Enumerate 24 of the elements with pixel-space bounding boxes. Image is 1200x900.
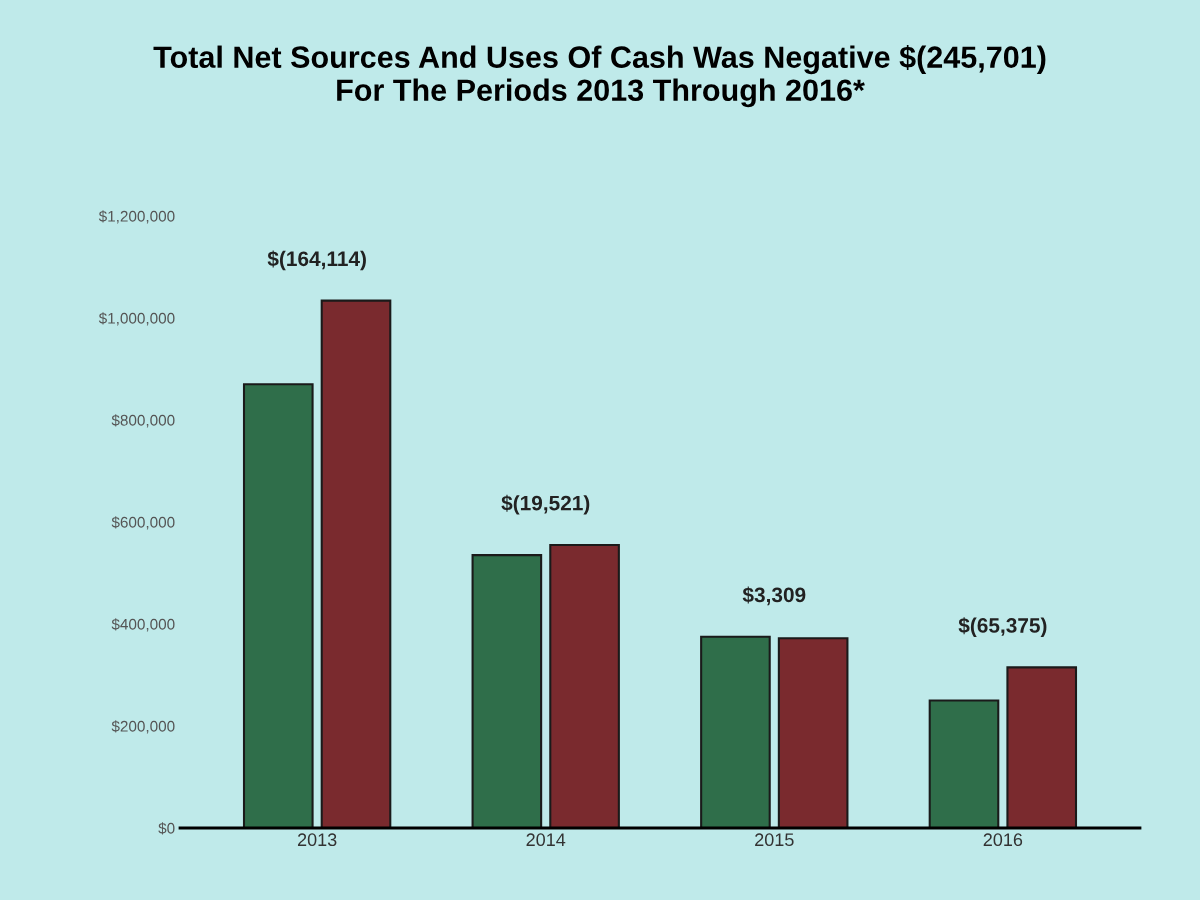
- bar: [1006, 666, 1078, 828]
- annotation: $(19,521): [501, 494, 590, 515]
- x-tick-label: 2013: [297, 833, 337, 847]
- x-tick-label: 2014: [526, 833, 566, 847]
- bar: [777, 637, 849, 828]
- y-tick-label: $0: [158, 822, 175, 835]
- x-tick-label: 2015: [755, 833, 794, 847]
- chart-title: Total Net Sources And Uses Of Cash Was Negative $(245,701) For The Periods 2013 Through 2016*: [153, 45, 1046, 108]
- bar: [320, 299, 392, 828]
- bar: [700, 635, 771, 828]
- bar: [928, 699, 1000, 828]
- y-tick-label: $600,000: [111, 516, 175, 530]
- bar: [549, 543, 620, 828]
- x-tick-label: 2016: [983, 833, 1023, 847]
- y-tick-label: $800,000: [111, 414, 175, 428]
- annotation: $(164,114): [267, 250, 366, 271]
- y-tick-label: $1,200,000: [98, 210, 175, 224]
- bar: [242, 383, 314, 828]
- y-tick-label: $200,000: [111, 720, 175, 734]
- y-tick-label: $400,000: [111, 618, 175, 632]
- bar: [471, 554, 543, 828]
- y-tick-label: $1,000,000: [98, 312, 175, 326]
- annotation: $3,309: [742, 586, 806, 606]
- annotation: $(65,375): [958, 617, 1047, 637]
